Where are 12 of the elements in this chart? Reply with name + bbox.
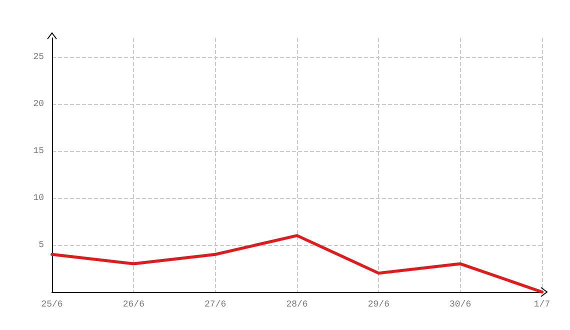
x-tick-label: 26/6 (122, 300, 144, 310)
y-tick-label: 15 (33, 146, 44, 156)
x-tick-label: 29/6 (368, 300, 390, 310)
x-tick-label: 27/6 (204, 300, 226, 310)
x-tick-label: 30/6 (450, 300, 472, 310)
x-tick-label: 1/7 (534, 300, 550, 310)
y-tick-label: 20 (33, 98, 44, 109)
x-tick-label: 28/6 (286, 300, 308, 310)
y-tick-label: 5 (38, 240, 44, 250)
y-tick-label: 10 (33, 192, 44, 203)
y-tick-label: 25 (33, 52, 44, 62)
x-tick-label: 25/6 (41, 300, 63, 310)
